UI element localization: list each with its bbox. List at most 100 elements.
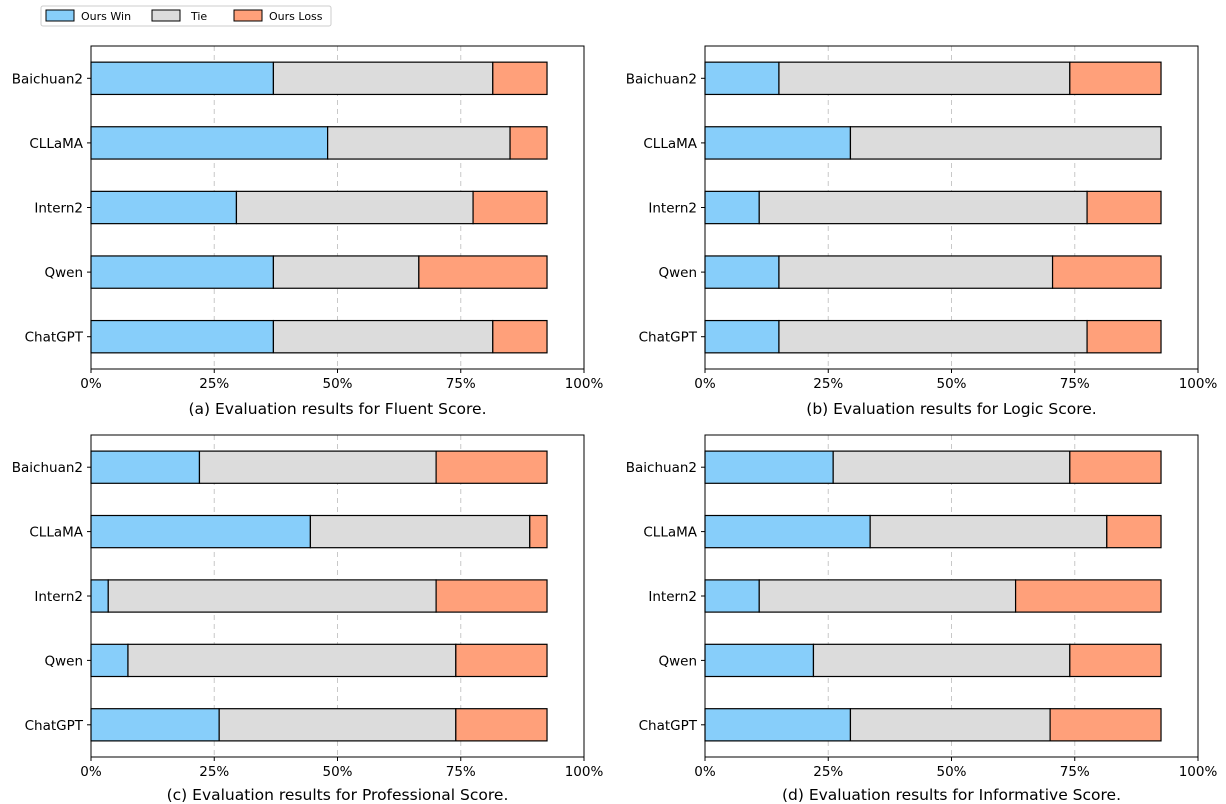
bar-ours-loss-intern2 [1014, 579, 1162, 613]
bar-tie-chatgpt [778, 319, 1088, 354]
bar-tie-cllama [309, 514, 531, 549]
x-tick-label: 100% [1179, 376, 1218, 392]
y-tick-label: ChatGPT [25, 718, 84, 734]
bar-ours-win-baichuan2 [704, 450, 834, 484]
legend-label-ours-loss: Ours Loss [269, 10, 323, 23]
y-tick-label: Intern2 [34, 589, 83, 605]
bar-ours-loss-cllama [1106, 514, 1162, 549]
legend-swatch-ours-win [45, 9, 75, 22]
bar-tie-cllama [849, 126, 1162, 160]
bar-tie-baichuan2 [832, 450, 1071, 484]
y-tick-label: Baichuan2 [626, 460, 697, 476]
y-tick-label: ChatGPT [639, 718, 698, 734]
legend-label-tie: Tie [190, 10, 207, 23]
bar-ours-loss-qwen [418, 255, 548, 289]
legend-swatch-tie [151, 9, 181, 22]
bar-ours-loss-qwen [455, 643, 548, 678]
bar-tie-cllama [327, 126, 511, 160]
x-tick-label: 0% [80, 376, 102, 392]
x-tick-label: 50% [322, 376, 352, 392]
x-tick-label: 0% [694, 376, 716, 392]
x-tick-label: 100% [565, 376, 604, 392]
bar-ours-win-qwen [704, 643, 815, 678]
bar-ours-win-chatgpt [90, 708, 220, 742]
bar-ours-win-baichuan2 [90, 61, 275, 96]
chart-title: (a) Evaluation results for Fluent Score. [188, 400, 486, 418]
bar-ours-win-cllama [704, 514, 871, 549]
bar-ours-loss-intern2 [435, 579, 548, 613]
bar-ours-loss-baichuan2 [1069, 61, 1162, 96]
chart-title: (b) Evaluation results for Logic Score. [806, 400, 1096, 418]
x-tick-label: 100% [1179, 764, 1218, 780]
x-tick-label: 50% [322, 764, 352, 780]
bar-tie-chatgpt [272, 319, 494, 354]
bar-tie-intern2 [235, 190, 474, 225]
legend-swatch-ours-loss [233, 9, 263, 22]
panel-informative-score: Baichuan2 CLLaMA Intern2 Qwen ChatGPT 0% 25% 50… [626, 434, 1218, 804]
bar-tie-intern2 [758, 579, 1017, 613]
bar-ours-loss-chatgpt [455, 708, 548, 742]
chart-title: (d) Evaluation results for Informative S… [782, 786, 1121, 804]
bar-ours-loss-qwen [1069, 643, 1162, 678]
bar-ours-loss-chatgpt [1049, 708, 1162, 742]
bar-ours-loss-cllama [529, 514, 548, 549]
y-tick-label: Qwen [44, 265, 83, 281]
bar-tie-cllama [869, 514, 1108, 549]
y-tick-label: Baichuan2 [12, 71, 83, 87]
bar-tie-baichuan2 [198, 450, 437, 484]
bar-ours-win-cllama [90, 514, 311, 549]
x-tick-label: 75% [1060, 764, 1090, 780]
bar-ours-win-qwen [90, 255, 275, 289]
y-tick-label: CLLaMA [29, 525, 83, 541]
bar-ours-win-chatgpt [704, 319, 780, 354]
y-tick-label: ChatGPT [639, 330, 698, 346]
y-tick-label: CLLaMA [643, 525, 697, 541]
bar-ours-loss-baichuan2 [1069, 450, 1162, 484]
y-tick-label: CLLaMA [29, 136, 83, 152]
x-tick-label: 25% [813, 376, 843, 392]
panel-fluent-score: Baichuan2 CLLaMA Intern2 Qwen ChatGPT 0% 25% 50… [12, 45, 604, 418]
y-tick-label: CLLaMA [643, 136, 697, 152]
y-tick-label: Qwen [658, 265, 697, 281]
y-tick-label: Intern2 [648, 201, 697, 217]
bar-ours-win-cllama [90, 126, 329, 160]
panel-professional-score: Baichuan2 CLLaMA Intern2 Qwen ChatGPT 0% 25% 50… [12, 434, 604, 804]
x-tick-label: 50% [936, 764, 966, 780]
y-tick-label: Intern2 [648, 589, 697, 605]
bar-tie-intern2 [107, 579, 437, 613]
bar-ours-win-intern2 [704, 579, 760, 613]
y-tick-label: Qwen [658, 653, 697, 669]
bar-tie-baichuan2 [272, 61, 494, 96]
chart-title: (c) Evaluation results for Professional … [167, 786, 509, 804]
x-tick-label: 50% [936, 376, 966, 392]
bar-ours-win-intern2 [90, 190, 238, 225]
bar-ours-loss-intern2 [1086, 190, 1162, 225]
y-tick-label: ChatGPT [25, 330, 84, 346]
x-tick-label: 100% [565, 764, 604, 780]
bar-ours-loss-baichuan2 [492, 61, 548, 96]
y-tick-label: Baichuan2 [12, 460, 83, 476]
bar-ours-loss-cllama [509, 126, 548, 160]
x-tick-label: 25% [199, 376, 229, 392]
bar-ours-loss-qwen [1051, 255, 1162, 289]
legend: Ours Win Tie Ours Loss [40, 5, 332, 27]
bar-tie-qwen [272, 255, 420, 289]
x-tick-label: 25% [813, 764, 843, 780]
bar-tie-qwen [127, 643, 457, 678]
bar-ours-win-chatgpt [90, 319, 275, 354]
bar-ours-win-chatgpt [704, 708, 852, 742]
bar-ours-loss-intern2 [472, 190, 548, 225]
legend-label-ours-win: Ours Win [81, 10, 131, 23]
bar-ours-loss-baichuan2 [435, 450, 548, 484]
bar-ours-win-qwen [90, 643, 129, 678]
bar-tie-qwen [778, 255, 1054, 289]
y-tick-label: Intern2 [34, 201, 83, 217]
bar-ours-win-baichuan2 [704, 61, 780, 96]
bar-tie-intern2 [758, 190, 1088, 225]
y-tick-label: Qwen [44, 653, 83, 669]
x-tick-label: 25% [199, 764, 229, 780]
bar-ours-loss-chatgpt [1086, 319, 1162, 354]
bar-ours-win-intern2 [704, 190, 760, 225]
bar-tie-chatgpt [218, 708, 457, 742]
